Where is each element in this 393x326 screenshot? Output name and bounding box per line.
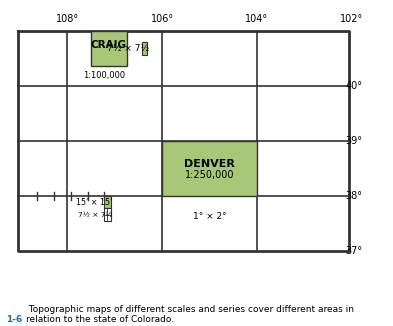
- Text: 38°: 38°: [345, 191, 362, 201]
- Text: 1° × 2°: 1° × 2°: [193, 212, 226, 221]
- Bar: [104, 196, 111, 208]
- Text: 15' × 15': 15' × 15': [76, 198, 112, 207]
- Text: 1:100,000: 1:100,000: [83, 71, 125, 80]
- Text: 37°: 37°: [345, 246, 363, 256]
- Text: 104°: 104°: [245, 13, 268, 23]
- Text: DENVER: DENVER: [184, 159, 235, 169]
- Bar: [104, 208, 111, 221]
- Bar: [91, 31, 127, 67]
- Text: 40°: 40°: [345, 81, 362, 91]
- Text: 7½ × 7½: 7½ × 7½: [78, 212, 112, 218]
- Text: 102°: 102°: [340, 13, 363, 23]
- Text: 106°: 106°: [151, 13, 174, 23]
- Text: 39°: 39°: [345, 136, 362, 146]
- Text: 7½ × 7½: 7½ × 7½: [107, 44, 149, 53]
- Bar: [162, 141, 257, 196]
- Text: 1-6: 1-6: [6, 315, 22, 324]
- Text: 108°: 108°: [56, 13, 79, 23]
- Bar: [142, 42, 147, 55]
- Text: CRAIG: CRAIG: [91, 40, 127, 50]
- Text: Topographic maps of different scales and series cover different areas in
relatio: Topographic maps of different scales and…: [26, 305, 354, 324]
- Text: 1:250,000: 1:250,000: [185, 170, 234, 180]
